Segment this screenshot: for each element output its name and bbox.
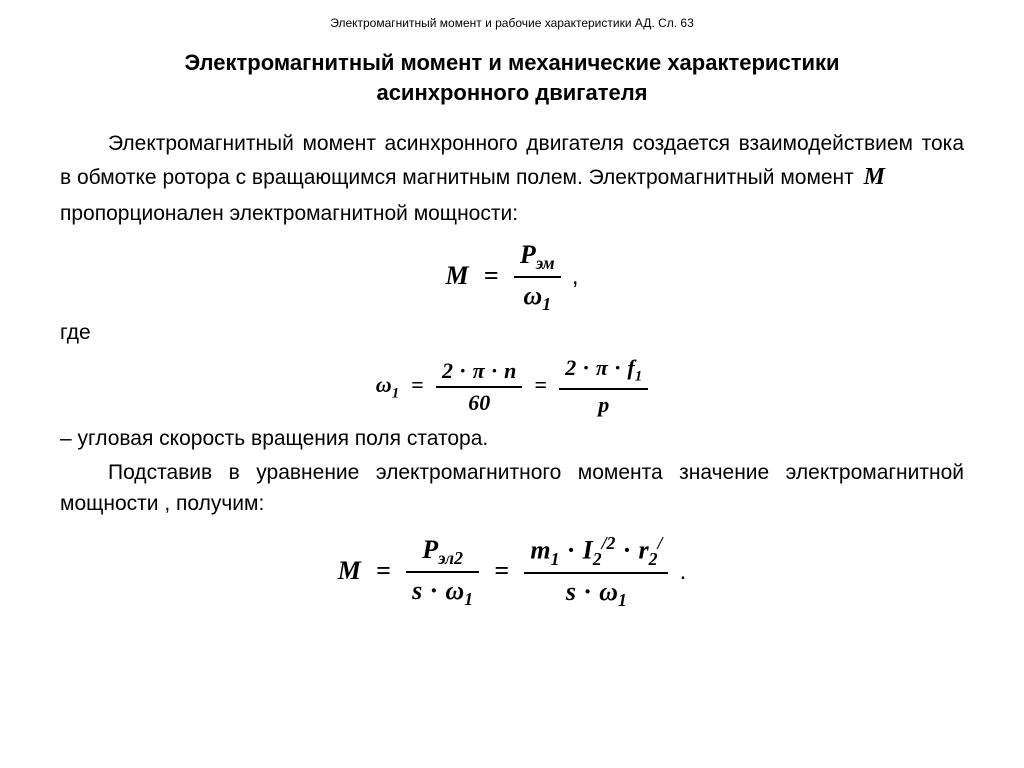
eq1-num-P: P (520, 240, 536, 269)
eq3-I2: I (583, 536, 593, 565)
eq2-f2-pi: π (596, 355, 608, 380)
paragraph-1-cont: пропорционален электромагнитной мощности… (60, 199, 964, 229)
title-line-1: Электромагнитный момент и механические х… (184, 50, 839, 75)
eq3-I2-sub: 2 (593, 549, 602, 569)
paragraph-1: Электромагнитный момент асинхронного дви… (60, 129, 964, 194)
eq3-I2-exp: 2 (606, 533, 615, 553)
eq3-dot2: · (623, 536, 632, 565)
eq2-lhs-omega: ω (376, 372, 392, 397)
eq1-den-sub: 1 (542, 294, 551, 314)
eq2-f2-dot2: · (614, 355, 621, 380)
eq3-f1-omega: ω (445, 576, 464, 605)
eq3-f1-omega-sub: 1 (464, 589, 473, 609)
eq3-f2-omega-sub: 1 (618, 590, 627, 610)
eq3-m1-sub: 1 (551, 549, 560, 569)
eq3-dot1: · (567, 536, 576, 565)
eq3-r2: r (638, 536, 648, 565)
paragraph-3: Подставив в уравнение электромагнитного … (60, 458, 964, 519)
eq3-m1: m (530, 536, 550, 565)
eq2-f1-den: 60 (468, 390, 490, 415)
eq2-f2-2: 2 (565, 355, 576, 380)
eq2-fraction-2: 2 · π · f1 p (559, 355, 648, 417)
eq3-fraction-2: m1 · I2/2 · r2/ s · ω1 (524, 533, 668, 611)
para1-text-c: пропорционален электромагнитной мощности… (60, 202, 518, 225)
eq1-lhs: M (446, 261, 469, 290)
eq2-f2-f-sub: 1 (635, 369, 642, 385)
eq3-fraction-1: Pэл2 s · ω1 (406, 534, 479, 610)
equation-2: ω1 = 2 · π · n 60 = 2 · π · f1 p (60, 355, 964, 417)
eq1-fraction: Pэм ω1 (514, 239, 561, 315)
eq1-num-sub: эм (536, 253, 555, 273)
eq1-equals: = (476, 261, 507, 290)
equation-3: M = Pэл2 s · ω1 = m1 · I2/2 · r2/ s · (60, 533, 964, 611)
eq2-f2-f: f (627, 355, 634, 380)
eq1-den-omega: ω (523, 281, 542, 310)
eq2-f1-n: n (504, 358, 516, 383)
eq3-f1-s: s (412, 576, 422, 605)
where-label: где (60, 321, 964, 345)
eq3-equals-2: = (486, 556, 517, 585)
eq1-comma: , (568, 263, 579, 290)
para1-text-a: Электромагнитный момент асинхронного дви… (60, 132, 964, 188)
title-line-2: асинхронного двигателя (376, 80, 647, 105)
eq3-equals-1: = (368, 556, 399, 585)
paragraph-2: – угловая скорость вращения поля статора… (60, 424, 964, 454)
eq2-f1-dot1: · (459, 358, 466, 383)
eq2-f1-dot2: · (491, 358, 498, 383)
eq3-f2-s: s (566, 577, 576, 606)
slide-header: Электромагнитный момент и рабочие характ… (60, 16, 964, 30)
eq3-f1-P-sub: эл2 (438, 548, 463, 568)
eq2-f1-2: 2 (442, 358, 453, 383)
eq3-f2-dot: · (583, 577, 592, 606)
slide-title: Электромагнитный момент и механические х… (60, 48, 964, 107)
eq2-f2-den-p: p (598, 392, 609, 417)
eq2-lhs-sub: 1 (392, 386, 399, 402)
equation-1: M = Pэм ω1 , (60, 239, 964, 315)
eq3-f1-P: P (422, 535, 438, 564)
eq2-equals-1: = (405, 372, 430, 397)
eq2-f1-pi: π (473, 358, 485, 383)
eq2-equals-2: = (529, 372, 554, 397)
inline-symbol-M: M (860, 164, 889, 190)
eq3-lhs: M (338, 556, 361, 585)
eq3-f2-omega: ω (599, 577, 618, 606)
eq3-period: . (676, 558, 687, 585)
slide-page: Электромагнитный момент и рабочие характ… (0, 0, 1024, 637)
eq3-f1-dot: · (430, 576, 439, 605)
eq2-fraction-1: 2 · π · n 60 (436, 358, 522, 416)
eq3-r2-prime: / (657, 533, 662, 553)
eq2-f2-dot1: · (582, 355, 589, 380)
